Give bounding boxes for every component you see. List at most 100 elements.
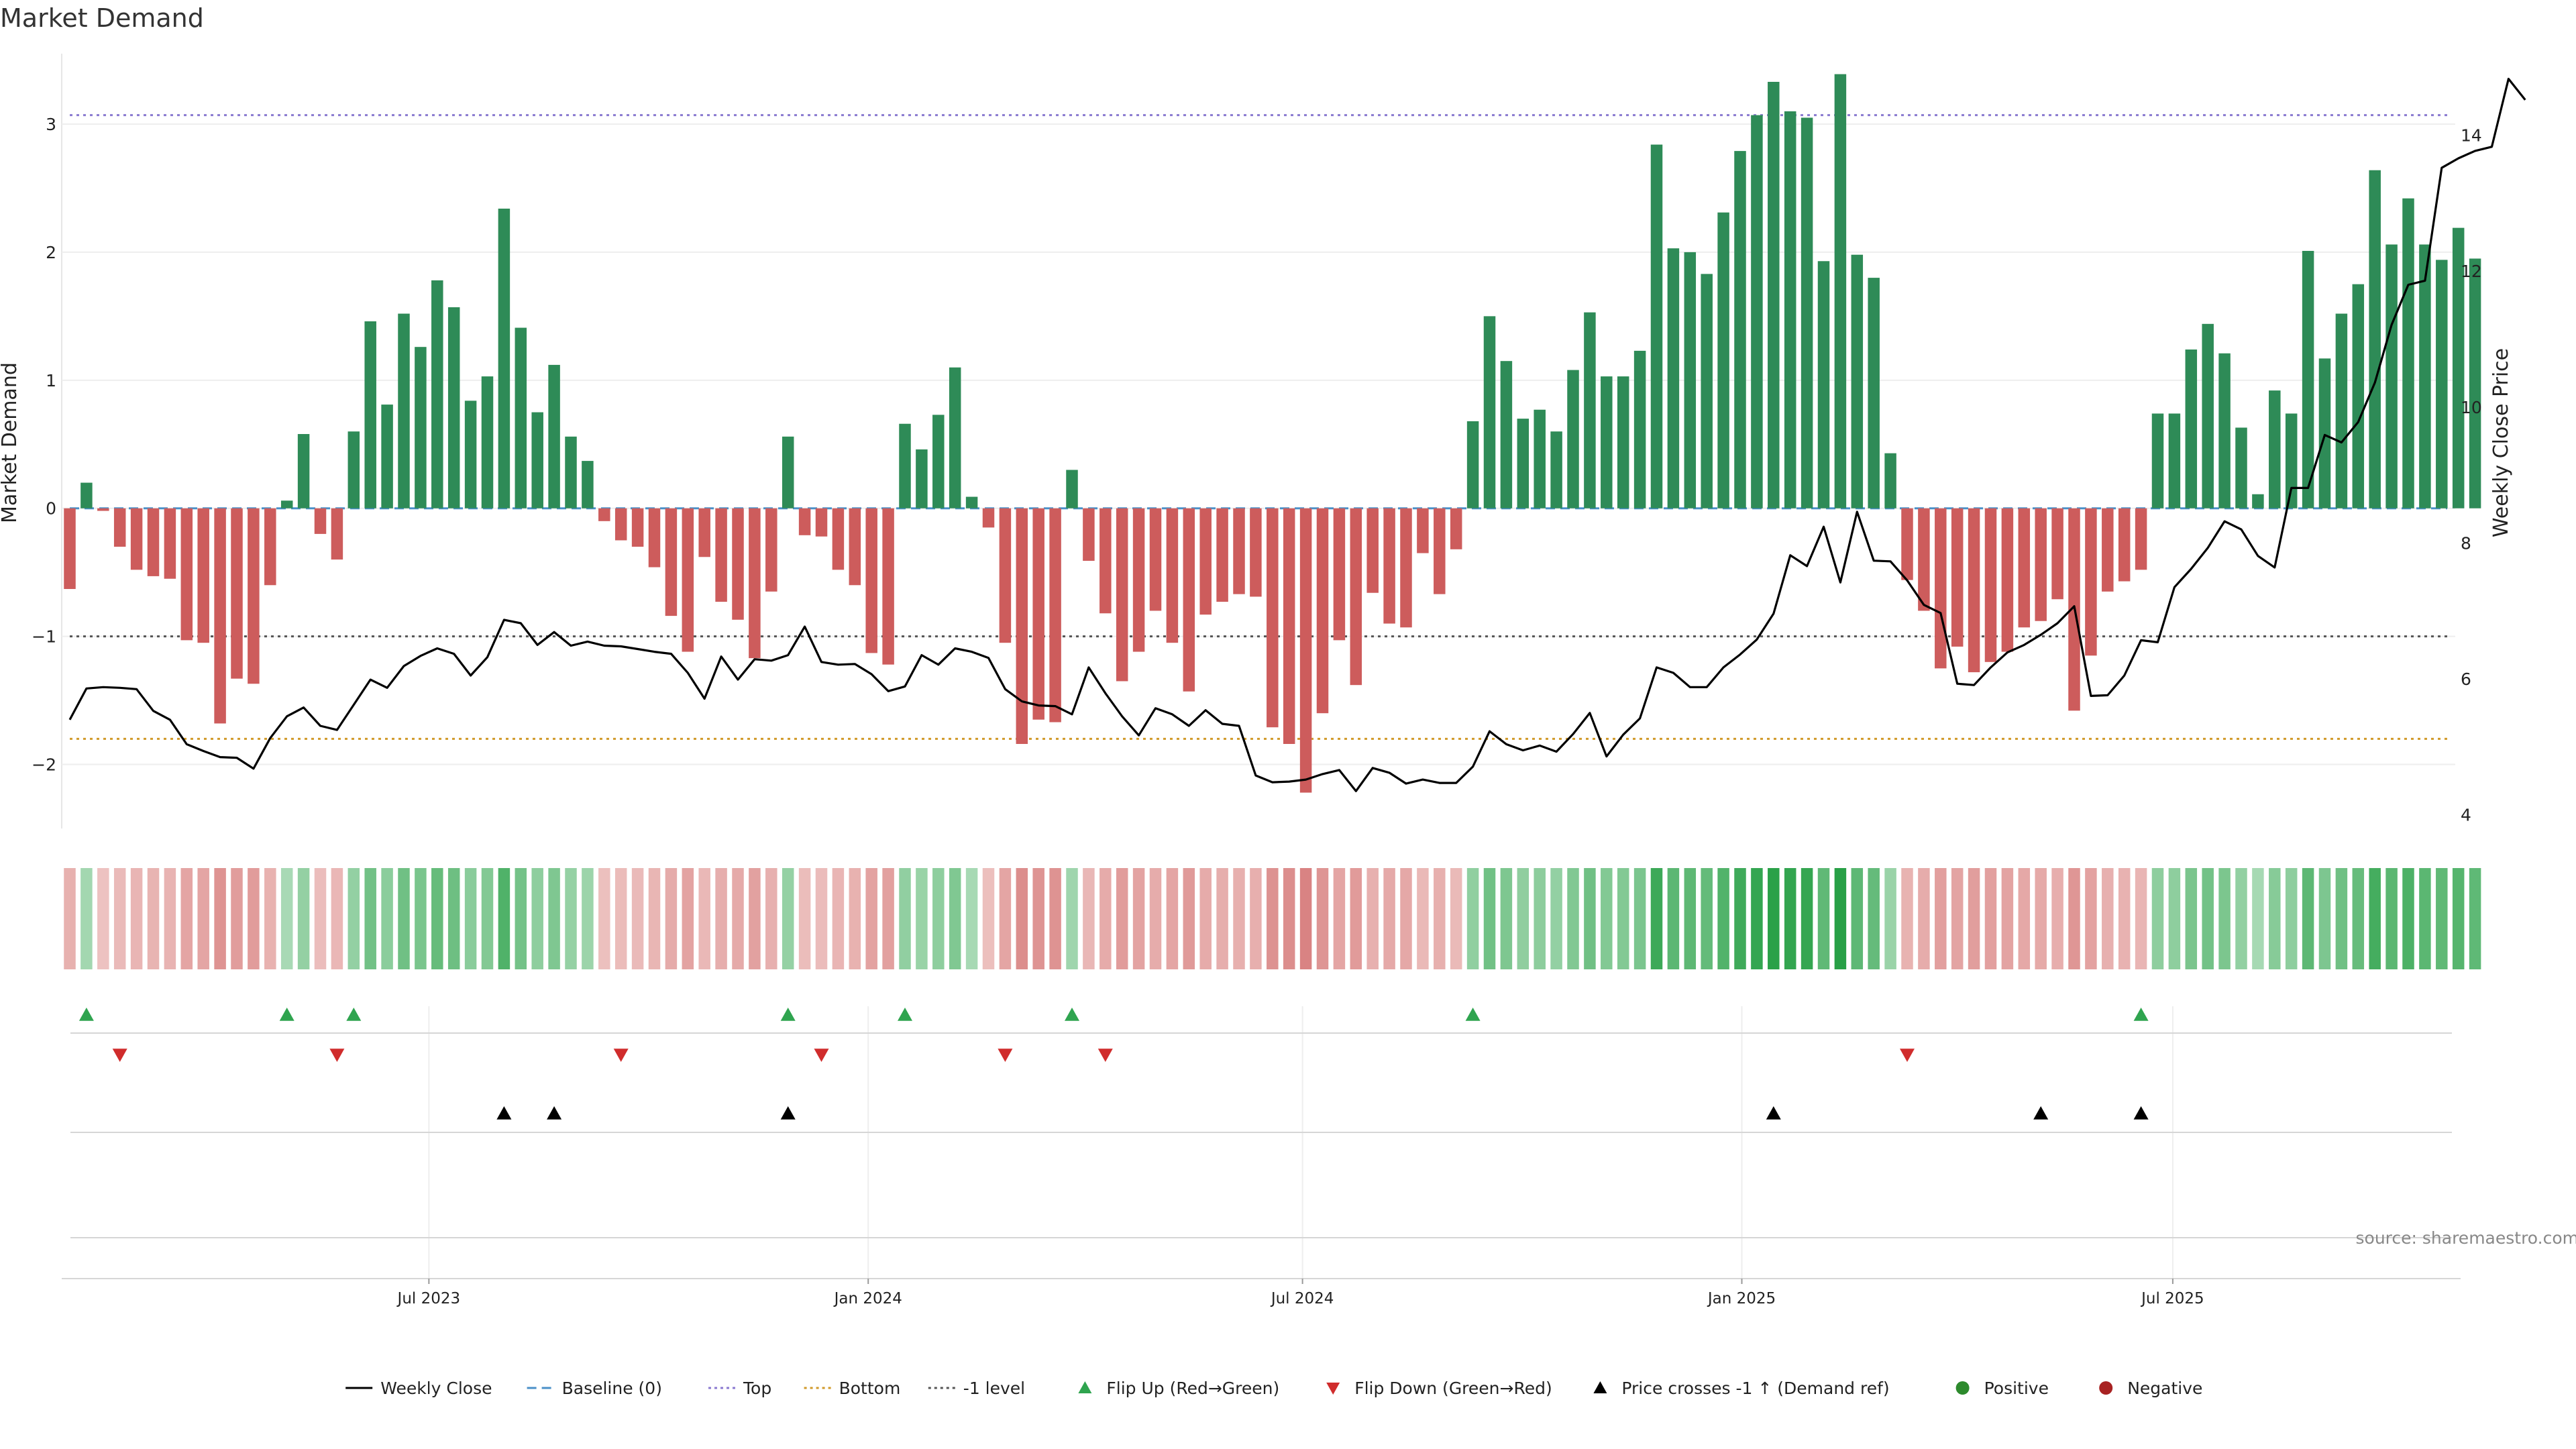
demand-bar: [982, 508, 995, 528]
demand-bar: [531, 412, 543, 508]
demand-bar: [2452, 227, 2465, 508]
demand-bar: [1066, 470, 1078, 508]
grid-lines: [62, 123, 2455, 1279]
strength-tile: [2068, 868, 2080, 969]
legend-label: Flip Up (Red→Green): [1106, 1379, 1279, 1398]
demand-bar: [1283, 508, 1295, 744]
demand-bar: [364, 321, 376, 508]
demand-bar: [2419, 244, 2431, 508]
left-y-tick-label: 2: [46, 243, 56, 262]
demand-bar: [648, 508, 661, 568]
strength-tile: [1584, 868, 1596, 969]
strength-tile: [1918, 868, 1930, 969]
demand-bar: [698, 508, 710, 557]
flip-up-marker: [2133, 1008, 2149, 1021]
strength-tile: [1567, 868, 1579, 969]
strength-tile: [1951, 868, 1964, 969]
demand-bar: [164, 508, 176, 579]
demand-bar: [782, 436, 794, 508]
x-tick-label: Jan 2024: [833, 1290, 902, 1307]
strength-tile: [1768, 868, 1780, 969]
demand-bar: [1567, 370, 1579, 508]
demand-bar: [1935, 508, 1947, 669]
demand-bar: [2269, 390, 2281, 508]
demand-bar: [1099, 508, 1112, 614]
demand-bar: [732, 508, 744, 620]
demand-bar: [1299, 508, 1312, 793]
strength-tile: [2385, 868, 2398, 969]
strength-tile: [1650, 868, 1663, 969]
strength-tile: [2269, 868, 2281, 969]
demand-bar: [1216, 508, 1228, 602]
flip-up-marker: [898, 1008, 912, 1021]
strength-tile: [1199, 868, 1212, 969]
flip-down-marker: [112, 1049, 127, 1062]
legend-item: Weekly Close: [345, 1379, 492, 1398]
strength-tile: [899, 868, 911, 969]
left-y-tick-label: 0: [46, 499, 56, 519]
strength-tile: [97, 868, 109, 969]
demand-bar: [1617, 376, 1629, 508]
demand-bar: [231, 508, 243, 679]
strength-tile: [1250, 868, 1262, 969]
strength-tile: [197, 868, 209, 969]
strength-tile: [2452, 868, 2465, 969]
demand-bar: [1734, 151, 1746, 508]
strength-tile: [598, 868, 610, 969]
strength-tile: [1166, 868, 1179, 969]
demand-bar: [1517, 419, 1529, 508]
demand-bar: [2035, 508, 2047, 621]
legend-item: Negative: [2099, 1379, 2202, 1398]
demand-bar: [2168, 413, 2181, 508]
legend-swatch-circle: [2099, 1381, 2113, 1395]
strength-tile: [2436, 868, 2448, 969]
demand-bar: [1267, 508, 1279, 728]
strength-tile: [231, 868, 243, 969]
legend-item: -1 level: [928, 1379, 1025, 1398]
demand-bar: [582, 461, 594, 508]
strength-tile: [2419, 868, 2431, 969]
legend-item: Flip Down (Green→Red): [1326, 1379, 1552, 1398]
demand-bar: [1768, 82, 1780, 508]
strength-tile: [1483, 868, 1496, 969]
right-y-ticks: 14 12 10 8 6 4: [2461, 126, 2482, 825]
strength-tile: [865, 868, 877, 969]
strength-tile: [798, 868, 811, 969]
demand-bar: [849, 508, 861, 586]
demand-bar: [1199, 508, 1212, 615]
demand-bar: [1049, 508, 1061, 722]
strength-tile: [248, 868, 260, 969]
demand-bar: [1166, 508, 1179, 643]
demand-bar: [431, 280, 443, 508]
strength-tile: [631, 868, 644, 969]
strength-tile: [2118, 868, 2131, 969]
strength-tile: [80, 868, 93, 969]
demand-bar: [1366, 508, 1379, 593]
demand-bar: [1650, 144, 1663, 508]
strength-tile: [1935, 868, 1947, 969]
strength-tile: [1333, 868, 1346, 969]
strength-tile: [1083, 868, 1095, 969]
demand-bar: [1417, 508, 1429, 553]
demand-bar: [113, 508, 126, 547]
demand-bar: [314, 508, 327, 534]
flip-up-marker: [78, 1008, 94, 1021]
price-cross-marker: [1766, 1106, 1781, 1120]
demand-bar: [1550, 431, 1562, 508]
strength-tile: [1450, 868, 1462, 969]
legend-swatch-triangle-up: [1593, 1381, 1607, 1393]
right-y-axis-label: Weekly Close Price: [2489, 348, 2513, 537]
x-tick-label: Jan 2025: [1707, 1290, 1776, 1307]
strength-tile: [1417, 868, 1429, 969]
strength-tile: [1299, 868, 1312, 969]
strength-tile: [2102, 868, 2114, 969]
strength-tile: [415, 868, 427, 969]
demand-bar: [916, 449, 928, 508]
chart-title: Market Demand: [0, 3, 204, 33]
demand-bar: [949, 367, 961, 508]
strength-tile: [2018, 868, 2031, 969]
strength-tile: [2285, 868, 2298, 969]
demand-bar: [1016, 508, 1028, 744]
strength-tile: [932, 868, 945, 969]
strength-tile: [1400, 868, 1412, 969]
